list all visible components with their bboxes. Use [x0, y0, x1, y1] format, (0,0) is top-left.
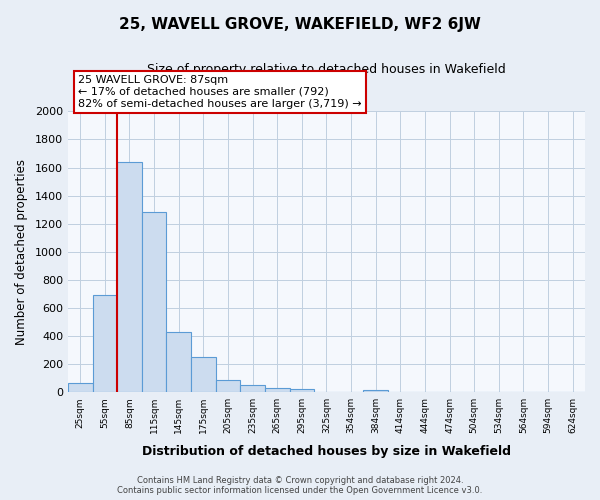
Bar [68, 383, 92, 392]
Title: Size of property relative to detached houses in Wakefield: Size of property relative to detached ho… [147, 62, 506, 76]
Bar [92, 295, 117, 392]
Text: Contains HM Land Registry data © Crown copyright and database right 2024.
Contai: Contains HM Land Registry data © Crown c… [118, 476, 482, 495]
Text: 25 WAVELL GROVE: 87sqm
← 17% of detached houses are smaller (792)
82% of semi-de: 25 WAVELL GROVE: 87sqm ← 17% of detached… [78, 76, 362, 108]
Bar [215, 380, 240, 392]
Text: 25, WAVELL GROVE, WAKEFIELD, WF2 6JW: 25, WAVELL GROVE, WAKEFIELD, WF2 6JW [119, 18, 481, 32]
Bar [191, 357, 215, 392]
Bar [240, 385, 265, 392]
Bar [142, 212, 166, 392]
Bar [290, 390, 314, 392]
Bar [117, 162, 142, 392]
Bar [364, 390, 388, 392]
Bar [166, 332, 191, 392]
Bar [265, 388, 290, 392]
Y-axis label: Number of detached properties: Number of detached properties [15, 159, 28, 345]
X-axis label: Distribution of detached houses by size in Wakefield: Distribution of detached houses by size … [142, 444, 511, 458]
